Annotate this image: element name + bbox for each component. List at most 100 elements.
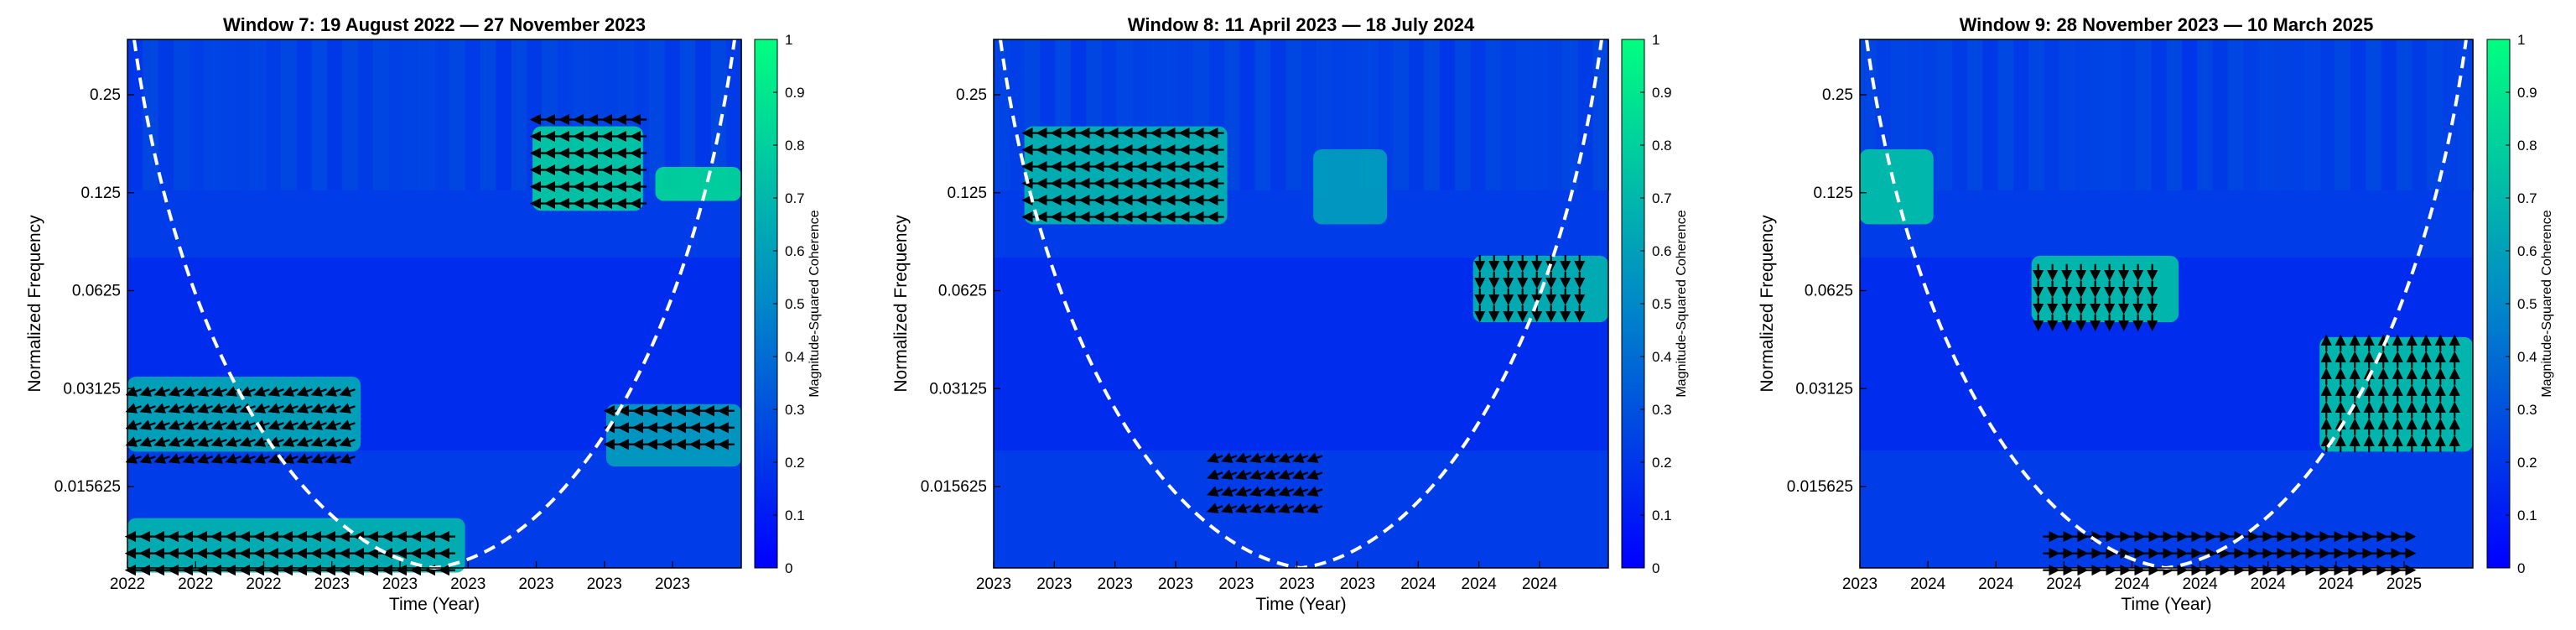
phase-arrow — [310, 386, 327, 397]
x-tick-label: 2024 — [2182, 575, 2218, 593]
heatmap-cell — [2396, 39, 2412, 190]
heatmap-cell — [2090, 39, 2106, 190]
phase-arrow — [182, 453, 199, 464]
y-axis-label: Normalized Frequency — [25, 215, 44, 393]
phase-arrow — [310, 453, 327, 464]
phase-arrow — [1207, 452, 1223, 463]
colorbar-tick-label: 0.3 — [785, 402, 805, 418]
heatmap-cell — [994, 39, 1010, 190]
colorbar-tick-label: 0.6 — [1652, 243, 1672, 259]
y-tick-label: 0.0625 — [72, 283, 121, 300]
x-tick-label: 2024 — [1910, 575, 1946, 593]
phase-arrow — [310, 403, 327, 414]
heatmap-cell — [2044, 39, 2060, 190]
heatmap-cell — [2258, 39, 2275, 190]
coherence-region — [605, 404, 741, 467]
heatmap-cell — [2411, 39, 2428, 190]
coherence-region — [532, 126, 643, 211]
y-tick-label: 0.0625 — [1805, 283, 1853, 300]
heatmap-cell — [679, 39, 697, 190]
phase-arrow — [1249, 502, 1266, 513]
phase-arrow — [168, 453, 184, 464]
colorbar-tick-label: 0.5 — [2517, 296, 2537, 312]
heatmap-cell — [250, 39, 267, 190]
phase-arrow — [182, 403, 199, 414]
chart-panel-2: Window 8: 11 April 2023 — 18 July 2024 0.… — [891, 14, 1689, 614]
coherence-region — [1313, 148, 1388, 225]
heatmap-cell — [2059, 39, 2075, 190]
phase-arrow — [125, 403, 142, 414]
colorbar-label: Magnitude-Squared Coherence — [2540, 210, 2554, 397]
phase-arrow — [153, 403, 170, 414]
phase-arrow — [253, 453, 270, 464]
heatmap-cell — [1966, 39, 1984, 190]
heatmap-cell — [2303, 39, 2321, 190]
heatmap-cell — [1997, 39, 2014, 190]
coherence-region — [655, 167, 741, 201]
phase-arrow — [168, 436, 184, 447]
phase-arrow — [1207, 486, 1223, 497]
heatmap-cell — [311, 39, 328, 190]
phase-arrow — [125, 386, 142, 397]
heatmap-cell — [235, 39, 252, 190]
x-tick-label: 2024 — [1522, 575, 1558, 593]
chart-title: Window 8: 11 April 2023 — 18 July 2024 — [1128, 14, 1475, 35]
heatmap-cell — [2242, 39, 2260, 190]
phase-arrow — [1249, 469, 1266, 480]
phase-arrow — [296, 419, 313, 430]
phase-arrow — [282, 453, 299, 464]
heatmap-cell — [173, 39, 190, 190]
heatmap-cell — [388, 39, 405, 190]
heatmap-cell — [1592, 39, 1609, 190]
heatmap-cell — [1223, 39, 1241, 190]
x-axis-label: Time (Year) — [2121, 595, 2211, 614]
phase-arrow — [325, 386, 341, 397]
colorbar-label: Magnitude-Squared Coherence — [808, 210, 822, 397]
phase-arrow — [282, 386, 299, 397]
heatmap-cell — [2273, 39, 2290, 190]
colorbar-tick-label: 0 — [785, 560, 792, 576]
colorbar-tick-label: 0.2 — [2517, 455, 2537, 471]
heatmap-cell — [1531, 39, 1548, 190]
y-tick-label: 0.25 — [1822, 86, 1853, 104]
heatmap-cell — [158, 39, 174, 190]
phase-arrow — [139, 453, 156, 464]
phase-arrow — [139, 436, 156, 447]
heatmap-cell — [2350, 39, 2367, 190]
heatmap-cell — [2288, 39, 2305, 190]
heatmap-cell — [1439, 39, 1456, 190]
phase-arrow — [267, 403, 284, 414]
heatmap-cell — [1454, 39, 1472, 190]
heatmap-cell — [296, 39, 313, 190]
phase-arrow — [296, 386, 313, 397]
x-tick-label: 2023 — [1842, 575, 1877, 593]
heatmap-cell — [1516, 39, 1533, 190]
phase-arrow — [267, 419, 284, 430]
phase-arrow — [196, 453, 213, 464]
phase-arrow — [1264, 502, 1280, 513]
heatmap-cell — [1393, 39, 1410, 190]
x-axis-label: Time (Year) — [1255, 595, 1346, 614]
colorbar-tick-label: 0.7 — [1652, 190, 1672, 206]
colorbar-tick-label: 0.7 — [785, 190, 805, 206]
phase-arrow — [1306, 486, 1323, 497]
colorbar-tick-label: 0.5 — [785, 296, 805, 312]
chart-panel-3: Window 9: 28 November 2023 — 10 March 20… — [1758, 14, 2554, 614]
phase-arrow — [153, 419, 170, 430]
colorbar-tick-label: 0.9 — [2517, 85, 2537, 101]
x-tick-label: 2024 — [1462, 575, 1498, 593]
phase-arrow — [153, 386, 170, 397]
x-tick-label: 2024 — [1978, 575, 2014, 593]
phase-arrow — [1306, 502, 1323, 513]
phase-arrow — [225, 436, 242, 447]
colorbar-tick-label: 1 — [2517, 32, 2525, 48]
x-tick-label: 2023 — [450, 575, 486, 593]
phase-arrow — [139, 419, 156, 430]
y-tick-label: 0.03125 — [63, 380, 121, 398]
phase-arrow — [267, 386, 284, 397]
heatmap-cell — [143, 39, 159, 190]
chart-title: Window 7: 19 August 2022 — 27 November 2… — [223, 14, 646, 35]
colorbar-tick-label: 0 — [1652, 560, 1659, 576]
heatmap-cell — [511, 39, 527, 190]
